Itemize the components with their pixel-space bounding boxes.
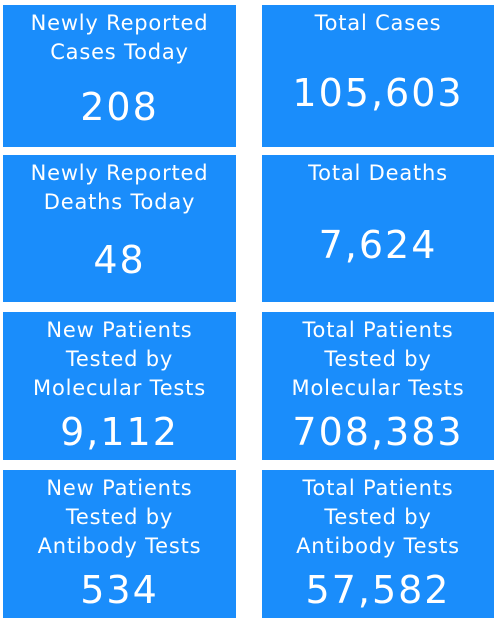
label-line: Antibody Tests xyxy=(37,534,202,558)
tile-label: Total Deaths xyxy=(308,159,448,188)
label-line: New Patients xyxy=(46,476,193,500)
tile-label: Total Patients Tested by Molecular Tests xyxy=(292,316,465,403)
tile-label: Newly Reported Cases Today xyxy=(31,9,209,67)
label-line: Tested by xyxy=(324,505,432,529)
tile-value: 9,112 xyxy=(60,409,179,454)
stat-tile: New Patients Tested by Antibody Tests 534 xyxy=(3,470,236,618)
stat-tile: New Patients Tested by Molecular Tests 9,11… xyxy=(3,312,236,460)
label-line: Deaths Today xyxy=(43,190,196,214)
label-line: Tested by xyxy=(65,505,174,529)
label-line: Total Patients xyxy=(302,318,454,342)
stat-tile: Total Patients Tested by Antibody Tests 57,… xyxy=(262,470,494,618)
label-line: Newly Reported xyxy=(30,11,209,35)
tile-label: Total Cases xyxy=(315,9,442,38)
label-line: Tested by xyxy=(324,347,432,371)
label-line: Molecular Tests xyxy=(291,376,465,400)
label-line: New Patients xyxy=(46,318,193,342)
stat-tile: Total Deaths 7,624 xyxy=(262,155,494,302)
label-line: Total Patients xyxy=(302,476,454,500)
tile-value: 7,624 xyxy=(318,223,438,267)
tile-value: 534 xyxy=(80,567,159,612)
tile-value: 105,603 xyxy=(292,70,464,115)
tile-value: 48 xyxy=(93,237,146,282)
label-line: Tested by xyxy=(65,347,174,371)
tile-label: Total Patients Tested by Antibody Tests xyxy=(296,474,460,561)
label-line: Antibody Tests xyxy=(296,534,460,558)
tile-label: New Patients Tested by Molecular Tests xyxy=(33,316,206,403)
label-line: Newly Reported xyxy=(30,161,209,185)
stat-tile: Total Patients Tested by Molecular Tests 70… xyxy=(262,312,494,460)
label-line: Molecular Tests xyxy=(33,376,206,400)
label-line: Cases Today xyxy=(50,40,189,64)
stat-tile: Newly Reported Cases Today 208 xyxy=(3,5,236,147)
label-line: Total Deaths xyxy=(308,161,448,185)
tile-value: 208 xyxy=(80,85,159,129)
tile-value: 708,383 xyxy=(292,409,464,454)
tile-label: New Patients Tested by Antibody Tests xyxy=(38,474,202,561)
stat-tile: Total Cases 105,603 xyxy=(262,5,494,147)
tile-value: 57,582 xyxy=(305,567,451,612)
stat-tile: Newly Reported Deaths Today 48 xyxy=(3,155,236,302)
label-line: Total Cases xyxy=(314,11,442,35)
tile-label: Newly Reported Deaths Today xyxy=(31,159,209,217)
